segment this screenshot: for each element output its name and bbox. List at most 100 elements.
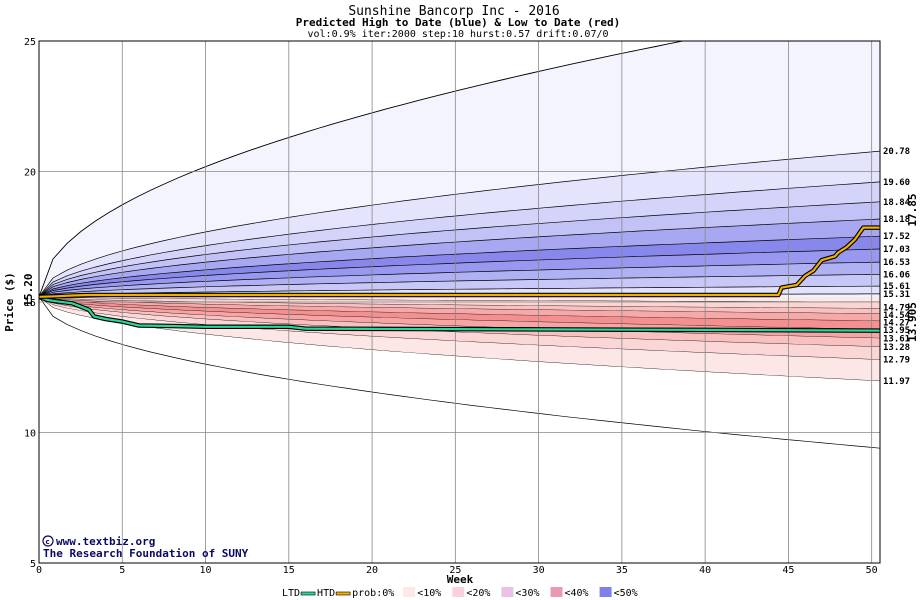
end-label-12: 14.27 [883,319,910,329]
y-tick-15: 15 [24,298,36,309]
high-band-line-8 [39,273,880,298]
x-tick-10: 10 [200,565,212,576]
end-label-15: 13.28 [883,343,910,353]
start-price-label: 15.20 [22,273,35,306]
end-label-1: 19.60 [883,178,910,188]
low-band-0 [39,296,880,302]
plot-area [38,40,881,564]
chart-params: vol:0.9% iter:2000 step:10 hurst:0.57 dr… [307,29,608,40]
x-tick-45: 45 [782,565,794,576]
ltd-series-line [39,295,880,332]
copyright-icon [42,535,54,547]
end-label-14: 13.61 [883,334,910,344]
legend-ltd-swatch [300,591,316,596]
chart-title: Sunshine Bancorp Inc - 2016 [348,4,559,19]
high-band-line-6 [39,248,880,298]
legend-bucket-swatch-0 [403,587,416,597]
legend-bucket-swatch-1 [452,587,465,597]
x-tick-40: 40 [699,565,711,576]
legend: LTD HTD prob:0% <10% <20% <30% <40% <50% [282,587,638,599]
high-band-line-0 [39,41,686,297]
x-tick-labels: 0 5 10 15 20 25 30 35 40 45 50 [36,565,878,576]
end-label-9: 15.31 [883,290,910,300]
high-band-5 [39,236,880,297]
x-tick-30: 30 [533,565,545,576]
legend-bucket-swatch-3 [550,587,563,597]
y-axis-label: Price ($) [3,272,16,332]
probability-bands [39,41,880,449]
chart-subtitle: Predicted High to Date (blue) & Low to D… [296,16,621,29]
legend-bucket-1: <20% [466,588,490,599]
legend-ltd-label: LTD [282,588,300,599]
htd-series-line [39,226,880,298]
end-label-17: 11.97 [883,377,910,387]
legend-bucket-0: <10% [417,588,441,599]
htd-end-label: 17.85 [906,193,919,226]
high-band-2 [39,181,880,297]
series-lines [39,225,880,333]
end-label-4: 17.52 [883,232,910,242]
high-band-6 [39,249,880,297]
plot-frame [38,40,881,564]
high-band-3 [39,201,880,297]
end-label-10: 14.79 [883,304,910,314]
x-tick-0: 0 [36,565,42,576]
high-band-0 [39,41,880,297]
high-band-1 [39,151,880,297]
end-label-13: 13.95 [883,326,910,336]
low-band-4 [39,296,880,330]
low-band-8 [39,296,880,382]
credit-block: c www.textbiz.org The Research Foundatio… [42,535,249,560]
end-label-5: 17.03 [883,245,910,255]
credit-url: www.textbiz.org [56,535,155,548]
x-tick-25: 25 [449,565,461,576]
legend-htd-swatch [335,591,351,596]
end-label-0: 20.78 [883,147,910,157]
legend-bucket-3: <40% [565,588,589,599]
low-band-1 [39,296,880,309]
high-band-7 [39,262,880,297]
legend-prob-label: prob:0% [352,588,394,599]
x-tick-50: 50 [866,565,878,576]
high-band-line-3 [39,201,880,298]
low-band-3 [39,296,880,322]
high-band-line-1 [39,150,880,298]
high-band-line-2 [39,181,880,298]
end-label-6: 16.53 [883,258,910,268]
end-label-3: 18.18 [883,215,910,225]
y-tick-25: 25 [24,37,36,48]
credit-org: The Research Foundation of SUNY [43,547,249,560]
x-tick-20: 20 [366,565,378,576]
high-band-line-7 [39,261,880,298]
x-tick-15: 15 [283,565,295,576]
legend-bucket-4: <50% [614,588,638,599]
x-tick-5: 5 [119,565,125,576]
low-band-2 [39,296,880,314]
y-tick-10: 10 [24,429,36,440]
legend-bucket-swatch-2 [501,587,514,597]
x-axis-label: Week [447,573,474,586]
end-label-8: 15.61 [883,282,910,292]
end-label-2: 18.84 [883,198,911,208]
legend-htd-label: HTD [317,588,335,599]
end-label-16: 12.79 [883,356,910,366]
low-band-6 [39,296,880,347]
legend-bucket-2: <30% [515,588,539,599]
high-band-line-4 [39,218,880,298]
ltd-end-label: 13.905 [906,302,919,342]
x-tick-35: 35 [616,565,628,576]
y-tick-labels: 5 10 15 20 25 [24,37,36,570]
high-band-line-9 [39,285,880,298]
high-band-4 [39,219,880,297]
end-labels: 20.78 19.60 18.84 18.18 17.52 17.03 16.53 16.06… [883,147,911,387]
y-tick-5: 5 [30,559,36,570]
legend-bucket-swatch-4 [599,587,612,597]
end-label-7: 16.06 [883,270,910,280]
end-label-11: 14.54 [883,311,911,321]
copyright-icon-c: c [46,538,50,546]
low-band-7 [39,296,880,360]
y-tick-20: 20 [24,168,36,179]
low-band-9 [39,296,880,449]
low-band-line-9 [39,296,880,449]
